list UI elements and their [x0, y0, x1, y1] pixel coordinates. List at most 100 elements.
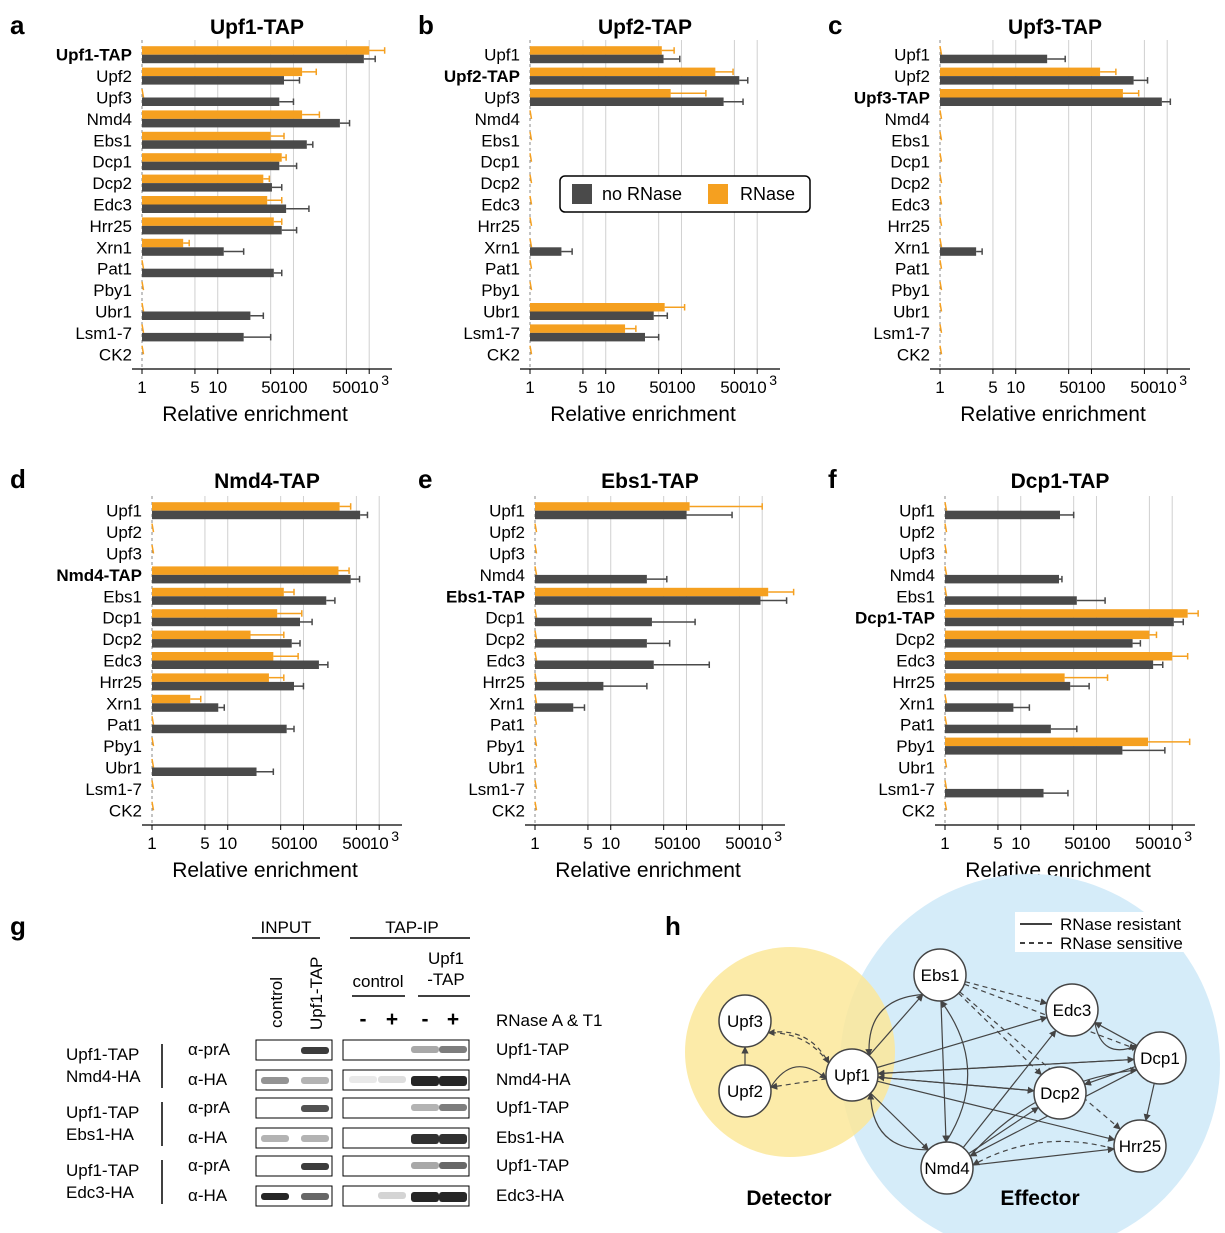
blot-input-box [255, 1039, 333, 1061]
bar-rnase [939, 153, 943, 162]
category-label: Dcp1-TAP [855, 609, 935, 628]
blot-band [301, 1135, 329, 1142]
bar-rnase [945, 630, 1150, 640]
bar-no-rnase [142, 311, 251, 320]
network-node [1033, 1066, 1087, 1120]
panel-letter: h [665, 911, 681, 941]
bar-rnase [534, 716, 538, 725]
bar-rnase [151, 801, 155, 811]
x-tick-label: 10 [208, 378, 227, 397]
blot-input-box [255, 1097, 333, 1119]
antibody-label: α-HA [188, 1070, 228, 1089]
network-legend [1015, 912, 1203, 952]
blot-band [439, 1162, 467, 1169]
bar-no-rnase [142, 204, 287, 213]
bar-no-rnase [535, 617, 652, 627]
category-label: Lsm1-7 [463, 324, 520, 343]
strain-label: Ebs1-HA [66, 1125, 135, 1144]
blot-ip-box [342, 1097, 470, 1119]
bar-rnase [534, 801, 538, 811]
bar-rnase [944, 716, 948, 725]
bar-no-rnase [530, 97, 724, 106]
category-label: CK2 [487, 345, 520, 364]
bar-rnase [944, 758, 948, 768]
category-label: Lsm1-7 [468, 780, 525, 799]
network-node-label: Nmd4 [924, 1159, 969, 1178]
bar-rnase [529, 195, 533, 205]
bar-rnase [530, 89, 671, 98]
x-tick-label: 50 [1059, 378, 1078, 397]
x-tick-label: 5 [583, 834, 592, 853]
blot-input-box [255, 1185, 333, 1207]
network-edge [867, 1092, 929, 1151]
detector-label: Detector [746, 1187, 831, 1210]
network-node-label: Ebs1 [921, 966, 960, 985]
category-label: Hrr25 [892, 673, 935, 692]
rnase-sign: - [360, 1008, 367, 1031]
bar-rnase [944, 544, 948, 554]
bar-rnase [151, 780, 155, 790]
x-tick-exponent: 3 [381, 372, 389, 388]
blot-band [301, 1047, 329, 1054]
network-node-label: Dcp1 [1140, 1049, 1180, 1068]
bar-no-rnase [940, 247, 977, 256]
bar-no-rnase [945, 703, 1014, 712]
category-label: Xrn1 [894, 238, 930, 257]
x-tick-label: 500 [1135, 834, 1163, 853]
category-label: Dcp2 [485, 630, 525, 649]
blot-band [411, 1134, 439, 1144]
x-tick-label: 10 [596, 378, 615, 397]
network-edge [770, 1066, 827, 1088]
bar-rnase [939, 217, 943, 227]
category-label: CK2 [492, 801, 525, 820]
bar-rnase [141, 302, 145, 312]
category-label: Pat1 [485, 260, 520, 279]
bar-rnase [534, 544, 538, 554]
x-tick-label: 10 [1006, 378, 1025, 397]
bar-no-rnase [152, 724, 287, 734]
bar-no-rnase [945, 574, 1059, 584]
x-tick-label: 10 [1163, 834, 1182, 853]
blot-band [411, 1046, 439, 1053]
protein-label: Nmd4-HA [496, 1070, 571, 1089]
effector-label: Effector [1000, 1187, 1079, 1210]
category-label: Ebs1 [93, 131, 132, 150]
strain-label: Upf1-TAP [66, 1103, 139, 1122]
bar-no-rnase [142, 54, 364, 64]
x-tick-label: 10 [218, 834, 237, 853]
x-tick-label: 5 [988, 378, 997, 397]
network-edge [868, 993, 924, 1056]
bar-rnase [944, 587, 948, 597]
x-tick-label: 100 [1082, 834, 1110, 853]
x-tick-exponent: 3 [774, 828, 782, 844]
blot-input-box [255, 1069, 333, 1091]
blot-band [378, 1076, 406, 1083]
antibody-label: α-prA [188, 1098, 231, 1117]
input-header: INPUT [261, 918, 312, 937]
category-label: Edc3 [891, 196, 930, 215]
category-label: Dcp1 [890, 153, 930, 172]
bar-no-rnase [152, 574, 351, 584]
x-tick-label: 10 [753, 834, 772, 853]
bar-rnase [945, 652, 1173, 661]
x-tick-label: 50 [1064, 834, 1083, 853]
blot-band [378, 1192, 406, 1199]
bar-rnase [939, 195, 943, 205]
bar-rnase [944, 502, 948, 511]
bar-no-rnase [940, 76, 1134, 85]
bar-no-rnase [152, 660, 319, 669]
x-axis-label: Relative enrichment [555, 859, 741, 882]
panel-title: Ebs1-TAP [601, 470, 699, 493]
blot-band [439, 1104, 467, 1111]
bar-rnase [142, 131, 271, 141]
category-label: Upf2 [899, 523, 935, 542]
bar-rnase [151, 716, 155, 725]
category-label: Pat1 [900, 716, 935, 735]
x-tick-label: 100 [667, 378, 695, 397]
x-tick-label: 10 [601, 834, 620, 853]
network-node [1133, 1031, 1187, 1085]
category-label: CK2 [902, 801, 935, 820]
bar-rnase [939, 260, 943, 269]
bar-no-rnase [152, 703, 219, 712]
category-label: Xrn1 [484, 238, 520, 257]
